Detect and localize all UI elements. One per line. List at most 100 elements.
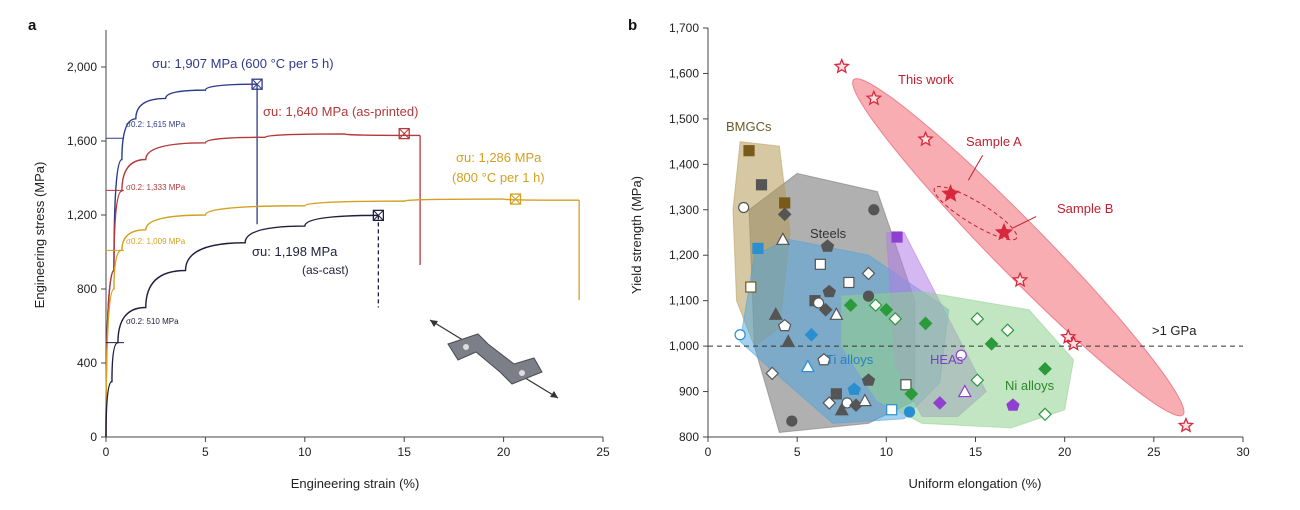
sample-group-ellipse [933, 186, 1018, 241]
point-steels [817, 352, 831, 366]
panel-a-xtick-label: 25 [596, 445, 610, 459]
panel-a-ytick-label: 1,600 [67, 134, 97, 148]
point-steels [777, 207, 792, 222]
annotation-as-cast-line1: σu: 1,198 MPa [252, 244, 338, 259]
annotation-yield-1615: σ0.2: 1,615 MPa [126, 120, 186, 129]
point-ni-alloys [970, 373, 985, 388]
point-steels [786, 415, 798, 427]
uts-marker-cross-600C [251, 78, 263, 90]
point-ni-alloys [918, 316, 933, 331]
point-ti-alloys [804, 327, 819, 342]
uts-marker-cast [372, 209, 385, 222]
region-this-work [852, 78, 1185, 417]
panel-a-xtick-label: 15 [398, 445, 412, 459]
point-ni-alloys [904, 386, 919, 401]
panel-b-ytick-label: 1,600 [669, 66, 699, 80]
panel-a-ytick-label: 400 [77, 356, 97, 370]
point-ni-alloys [1038, 407, 1052, 422]
point-ti-alloys [734, 329, 746, 341]
point-steels [834, 402, 849, 416]
region-label-bmgcs: BMGCs [726, 119, 772, 134]
panel-a-xtick-label: 0 [103, 445, 110, 459]
annotation-800c-line1: σu: 1,286 MPa [456, 150, 542, 165]
panel-b-xtick-label: 5 [794, 445, 801, 459]
point-ni-alloys [868, 298, 883, 313]
curve-600C [105, 83, 258, 438]
point-ni-alloys [1000, 323, 1015, 338]
point-steels [822, 396, 837, 410]
panel-b-label: b [628, 17, 637, 34]
point-this-work-sample [994, 222, 1014, 241]
panel-b-ytick-label: 1,500 [669, 112, 699, 126]
panel-b-xtick-label: 10 [880, 445, 894, 459]
point-ni-alloys [970, 311, 985, 326]
point-heas [955, 349, 967, 361]
panel-a-ytick-label: 1,200 [67, 208, 97, 222]
region-label-heas: HEAs [930, 352, 964, 367]
point-steels [861, 373, 876, 386]
panel-a-markers [106, 78, 522, 344]
point-steels [829, 307, 844, 320]
point-ni-alloys [888, 311, 903, 326]
annotation-yield-510: σ0.2: 510 MPa [126, 317, 179, 326]
panel-b-ylabel: Yield strength (MPa) [629, 176, 644, 294]
uts-marker-cross-printed [398, 128, 410, 139]
panel-a-ytick-label: 2,000 [67, 60, 97, 74]
panel-b-ytick-label: 800 [679, 430, 699, 444]
panel-b-xtick-label: 30 [1236, 445, 1250, 459]
annotation-as-cast-line2: (as-cast) [302, 263, 349, 277]
region-label-this-work: This work [898, 72, 954, 87]
point-steels [781, 334, 796, 348]
point-steels [900, 379, 912, 391]
annotation-as-printed: σu: 1,640 MPa (as-printed) [263, 104, 418, 119]
point-ni-alloys [1038, 361, 1052, 376]
point-ti-alloys [800, 359, 815, 373]
point-steels [765, 366, 780, 381]
point-steels [775, 232, 790, 245]
point-steels [814, 258, 826, 270]
panel-b-xlabel: Uniform elongation (%) [909, 476, 1042, 491]
point-heas [957, 384, 972, 398]
panel-b-ytick-label: 1,100 [669, 294, 699, 308]
point-ti-alloys [752, 242, 764, 255]
point-steels [820, 239, 835, 252]
curve-printed [105, 133, 421, 438]
panel-b-axes: 800 900 1,000 1,100 1,200 1,300 1,400 1,500 1,60… [669, 21, 1250, 459]
panel-b-ytick-label: 1,300 [669, 203, 699, 217]
panel-a-ylabel: Engineering stress (MPa) [32, 162, 47, 309]
panel-a-xtick-label: 20 [497, 445, 511, 459]
point-ti-alloys [886, 404, 898, 416]
point-ni-alloys [984, 336, 999, 351]
panel-b-ytick-label: 900 [679, 385, 699, 399]
point-steels [862, 290, 875, 302]
uts-marker-cross-800C [510, 193, 521, 205]
sample-b-leader [1012, 216, 1037, 229]
point-steels [857, 393, 872, 407]
point-steels [861, 266, 876, 281]
point-ti-alloys [903, 406, 916, 418]
panel-b-points [734, 57, 1195, 433]
panel-a-label: a [28, 17, 37, 34]
panel-a-ytick-label: 0 [90, 430, 97, 444]
point-bmgcs [743, 145, 755, 157]
curve-cast [105, 214, 379, 438]
curve-800C [105, 198, 580, 438]
uts-marker-800C [509, 193, 522, 205]
point-this-work [1177, 416, 1195, 433]
point-steels [830, 388, 843, 400]
point-this-work [917, 130, 934, 147]
panel-a-xtick-label: 10 [298, 445, 312, 459]
point-heas [891, 231, 903, 243]
panel-a-axes: 0 400 800 1,200 1,600 2,000 0 5 10 15 20 25 [67, 30, 610, 459]
annotation-800c-line2: (800 °C per 1 h) [452, 170, 545, 185]
point-ni-alloys [879, 302, 894, 317]
panel-b-ytick-label: 1,200 [669, 248, 699, 262]
panel-b: b 800 900 1,000 1,100 1,200 1,300 1,400 1,500 1,… [628, 17, 1250, 491]
panel-b-ytick-label: 1,700 [669, 21, 699, 35]
point-bmgcs [745, 281, 757, 293]
point-this-work-sample [941, 184, 960, 202]
region-ni-alloys [841, 291, 1075, 429]
panel-b-xtick-label: 0 [705, 445, 712, 459]
uts-marker-600C [251, 78, 263, 90]
panel-b-xtick-label: 15 [969, 445, 983, 459]
